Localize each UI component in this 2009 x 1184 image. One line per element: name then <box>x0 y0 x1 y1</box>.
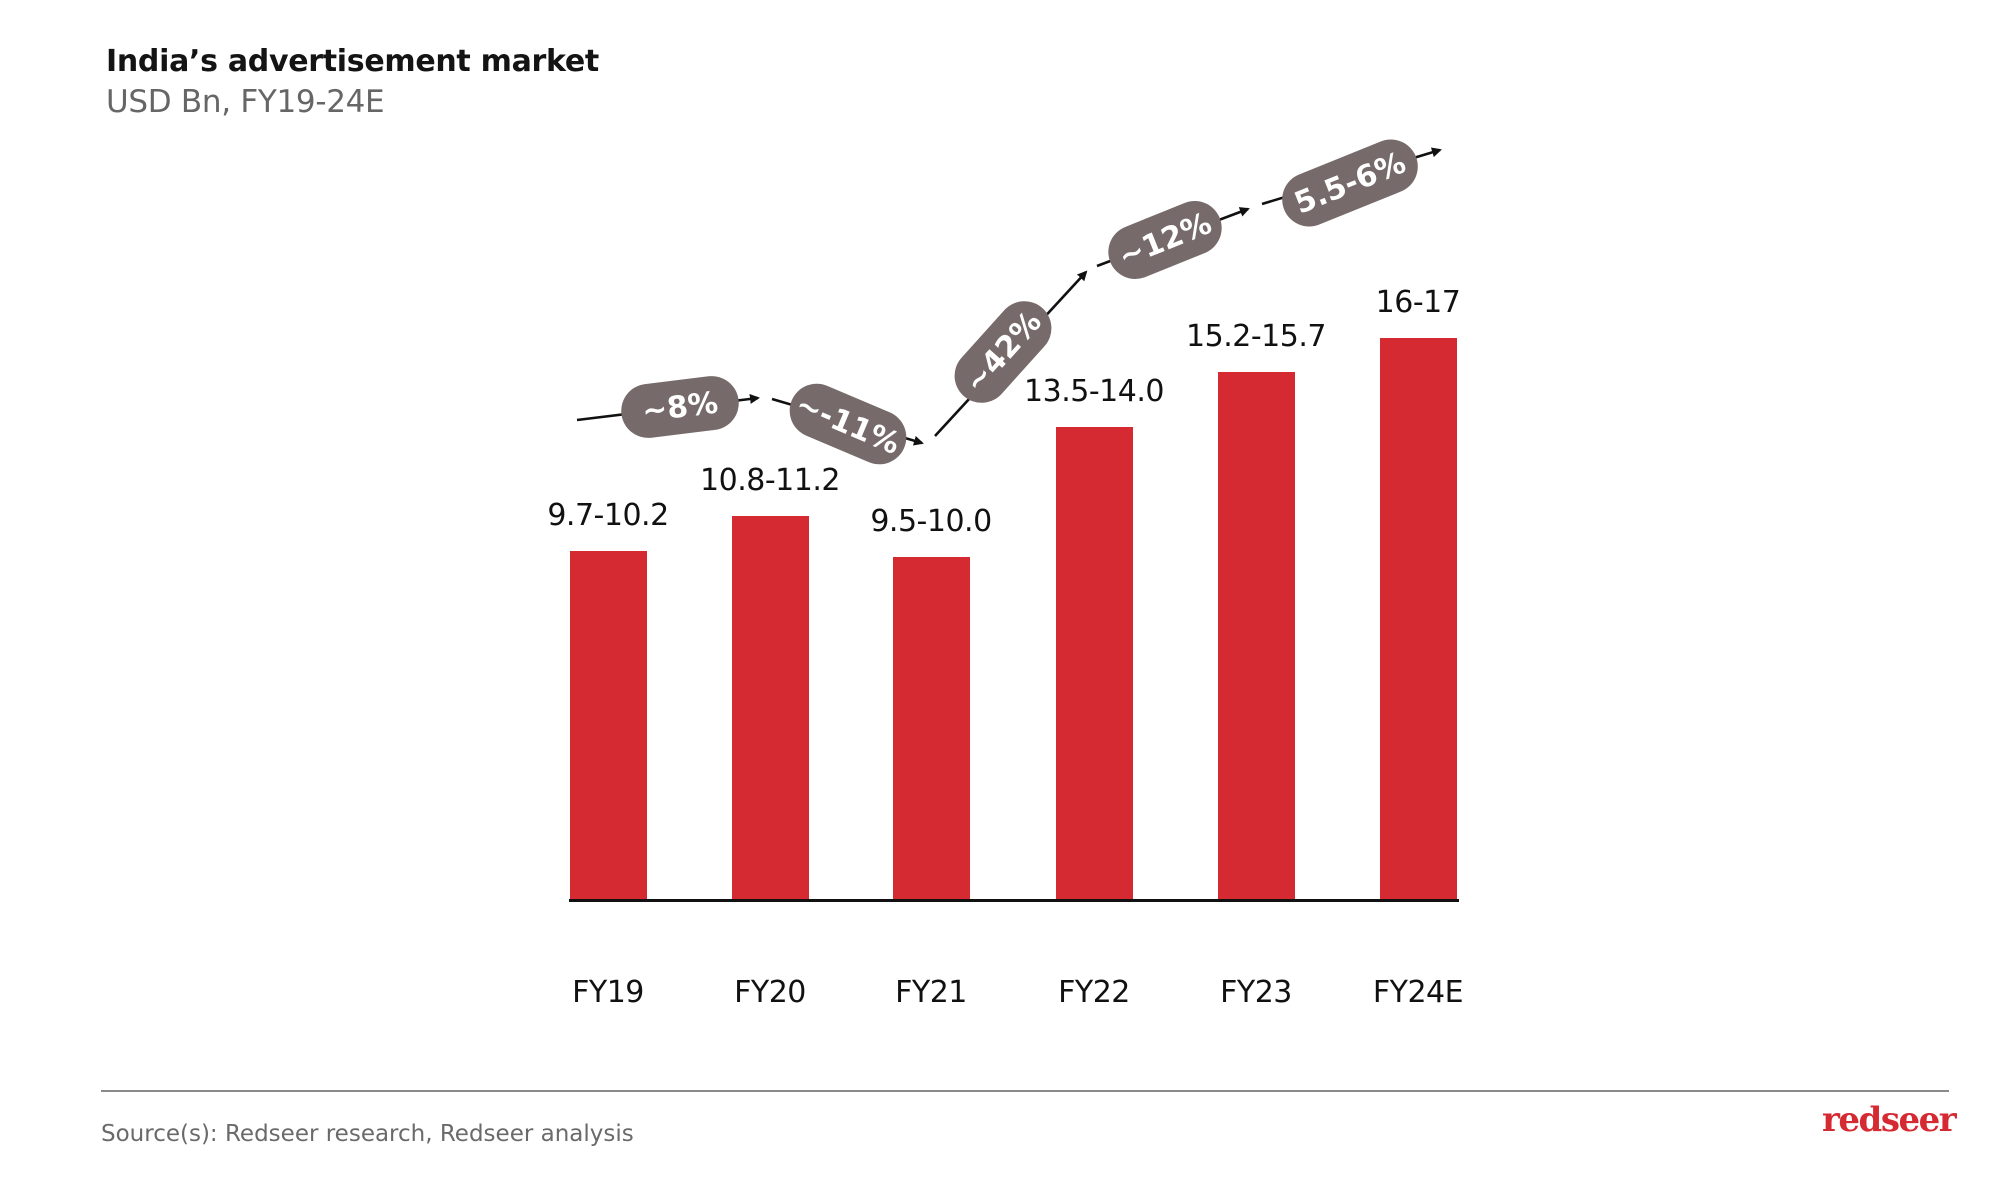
bar-value-label: 15.2-15.7 <box>1186 319 1326 354</box>
chart-title: India’s advertisement market <box>106 44 599 79</box>
x-axis-label: FY19 <box>572 975 644 1010</box>
bar-value-label: 10.8-11.2 <box>700 463 840 498</box>
bar-value-label: 13.5-14.0 <box>1024 374 1164 409</box>
x-axis-label: FY24E <box>1372 975 1464 1010</box>
chart-subtitle: USD Bn, FY19-24E <box>106 84 385 120</box>
x-axis-line <box>569 899 1459 902</box>
bar-fy22 <box>1055 427 1133 901</box>
bar-fy24e <box>1379 338 1457 901</box>
bar-value-label: 9.7-10.2 <box>547 498 669 533</box>
bar-fy20 <box>731 516 809 901</box>
bar-value-label: 9.5-10.0 <box>870 504 992 539</box>
bar-fy23 <box>1217 372 1295 901</box>
footer-divider <box>101 1090 1949 1092</box>
x-axis-label: FY21 <box>895 975 967 1010</box>
x-axis-label: FY20 <box>734 975 806 1010</box>
redseer-logo: redseer <box>1822 1100 1957 1140</box>
x-axis-label: FY22 <box>1058 975 1130 1010</box>
x-axis-label: FY23 <box>1220 975 1292 1010</box>
bar-fy19 <box>569 551 647 901</box>
bar-value-label: 16-17 <box>1375 285 1461 320</box>
source-note: Source(s): Redseer research, Redseer ana… <box>101 1121 634 1147</box>
bar-fy21 <box>892 557 970 901</box>
